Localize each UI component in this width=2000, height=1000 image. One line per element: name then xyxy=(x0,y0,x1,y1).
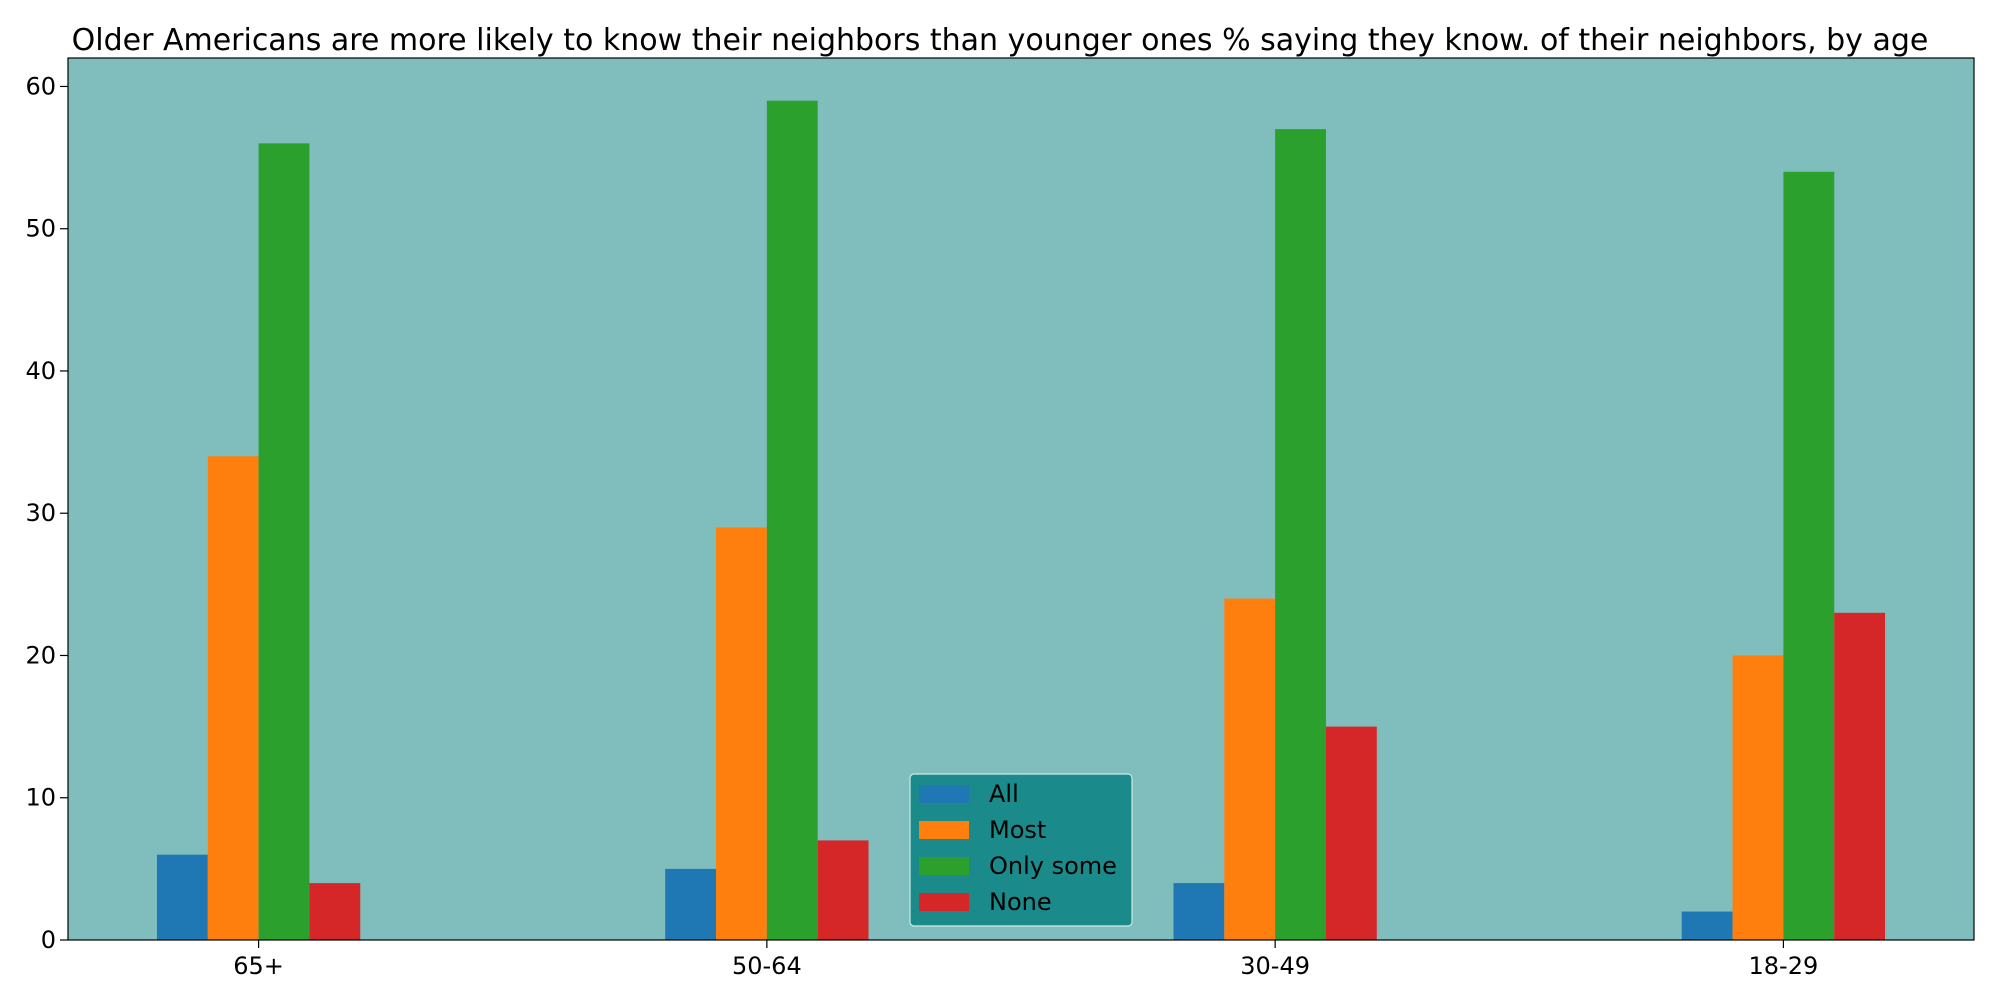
bar-all-50-64 xyxy=(665,868,717,940)
plot-frame xyxy=(67,57,1975,941)
bar-only-some-30-49 xyxy=(1275,129,1326,940)
bar-all-30-49 xyxy=(1173,883,1225,940)
axes-layer: 0 10 20 30 40 50 60 65+ 50-64 30-49 18-29 xyxy=(25,57,1975,980)
chart-title: Older Americans are more likely to know … xyxy=(72,23,1929,58)
legend-swatch-only-some xyxy=(919,857,969,875)
legend-swatch-most xyxy=(919,821,969,839)
bar-none-30-49 xyxy=(1325,726,1377,940)
x-tick-label: 50-64 xyxy=(732,952,802,980)
y-tick-label: 60 xyxy=(25,72,56,100)
y-tick-label: 0 xyxy=(41,926,56,954)
bar-most-18-29 xyxy=(1732,655,1784,940)
legend-label-only-some: Only some xyxy=(989,852,1117,880)
bar-none-50-64 xyxy=(817,840,869,940)
x-tick-label: 18-29 xyxy=(1749,952,1819,980)
legend-swatch-all xyxy=(919,785,969,803)
legend-swatch-none xyxy=(919,893,969,911)
bar-only-some-50-64 xyxy=(766,100,818,941)
x-tick-label: 65+ xyxy=(233,952,284,980)
bar-all-18-29 xyxy=(1681,911,1733,940)
legend-label-none: None xyxy=(989,888,1052,916)
y-tick-label: 20 xyxy=(25,641,56,669)
y-tick-label: 50 xyxy=(25,215,56,243)
legend: All Most Only some None xyxy=(909,773,1133,927)
x-tick-label: 30-49 xyxy=(1240,952,1310,980)
bar-most-30-49 xyxy=(1224,598,1276,940)
bar-most-65plus xyxy=(207,456,259,940)
legend-label-most: Most xyxy=(989,816,1046,844)
legend-label-all: All xyxy=(989,780,1019,808)
y-tick-label: 10 xyxy=(25,784,56,812)
y-tick-label: 40 xyxy=(25,357,56,385)
bar-only-some-18-29 xyxy=(1783,171,1835,940)
bars-layer xyxy=(156,100,1886,941)
y-tick-label: 30 xyxy=(25,499,56,527)
bar-all-65plus xyxy=(156,854,208,940)
legend-box xyxy=(909,773,1133,927)
bar-none-65plus xyxy=(309,883,361,940)
bar-only-some-65plus xyxy=(258,143,310,941)
bar-none-18-29 xyxy=(1834,612,1886,940)
bar-most-50-64 xyxy=(716,527,767,940)
